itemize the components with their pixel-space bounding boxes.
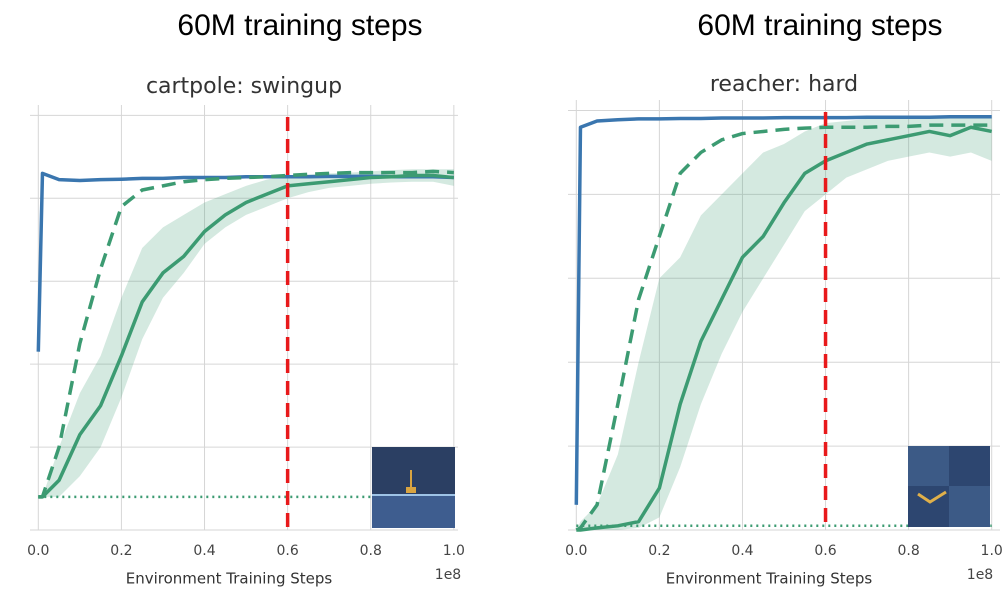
x-tick-label: 0.8	[897, 543, 919, 559]
x-offset-label: 1e8	[967, 567, 993, 583]
x-tick-label: 0.8	[360, 543, 382, 559]
chart-title: cartpole: swingup	[146, 74, 342, 99]
inset-image	[372, 447, 455, 528]
chart-title: reacher: hard	[710, 72, 858, 97]
x-tick-label: 1.0	[443, 543, 465, 559]
figure: 60M training steps cartpole: swingup Envir…	[0, 0, 1007, 589]
x-tick-label: 0.0	[27, 543, 49, 559]
x-tick-label: 1.0	[981, 543, 1003, 559]
x-tick-label: 0.4	[731, 543, 753, 559]
inset-image	[908, 446, 990, 527]
x-tick-label: 0.6	[814, 543, 836, 559]
x-tick-label: 0.6	[276, 543, 298, 559]
x-axis-label: Environment Training Steps	[126, 570, 333, 588]
x-tick-label: 0.2	[648, 543, 670, 559]
x-tick-label: 0.2	[110, 543, 132, 559]
x-axis-label: Environment Training Steps	[666, 570, 873, 588]
header: 60M training steps	[697, 9, 942, 42]
x-tick-label: 0.4	[193, 543, 215, 559]
page: 60M training steps cartpole: swingup Envir…	[0, 0, 1007, 589]
x-offset-label: 1e8	[435, 567, 461, 583]
header: 60M training steps	[177, 9, 422, 42]
x-tick-label: 0.0	[565, 543, 587, 559]
charts: 60M training steps cartpole: swingup Envir…	[27, 9, 1003, 588]
